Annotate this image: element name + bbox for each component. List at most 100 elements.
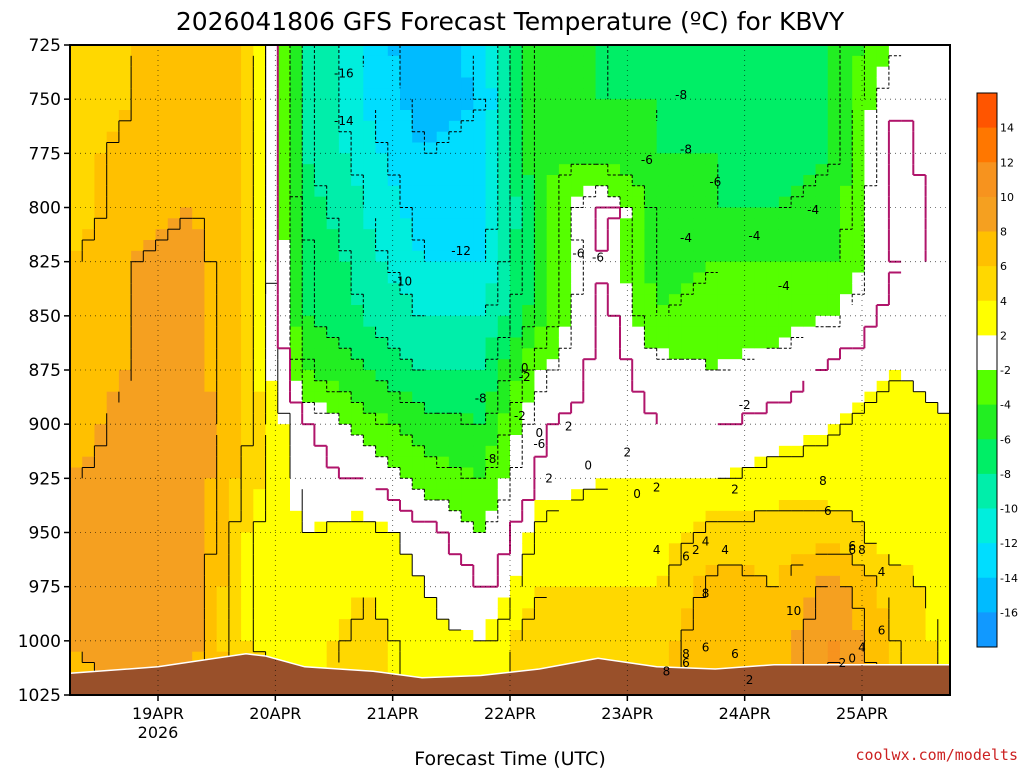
field-cell (131, 575, 144, 588)
field-cell (668, 630, 682, 642)
field-cell (448, 489, 462, 501)
field-cell (864, 120, 878, 133)
field-cell (118, 240, 132, 252)
field-cell (778, 45, 792, 57)
field-cell (595, 532, 609, 544)
field-cell (338, 185, 352, 198)
field-cell (571, 131, 584, 144)
field-cell (277, 315, 291, 328)
field-cell (876, 380, 890, 393)
field-cell (314, 229, 328, 241)
field-cell (754, 261, 768, 274)
field-cell (143, 445, 157, 458)
field-cell (583, 554, 597, 566)
field-cell (791, 619, 804, 631)
field-cell (412, 543, 426, 555)
field-cell (497, 456, 511, 469)
field-cell (901, 348, 914, 360)
field-cell (681, 305, 694, 317)
field-cell (778, 402, 792, 414)
field-cell (888, 608, 902, 620)
field-cell (558, 456, 572, 469)
field-cell (94, 597, 108, 609)
field-cell (705, 500, 719, 512)
field-cell (705, 294, 719, 306)
field-cell (571, 380, 584, 393)
field-cell (167, 651, 181, 664)
field-cell (448, 185, 462, 198)
field-cell (167, 196, 181, 209)
field-cell (607, 500, 621, 512)
field-cell (522, 597, 536, 609)
field-cell (180, 250, 193, 263)
field-cell (302, 478, 316, 490)
field-cell (277, 391, 291, 404)
field-cell (778, 543, 792, 555)
field-cell (803, 391, 817, 404)
field-cell (338, 402, 352, 414)
field-cell (546, 99, 560, 111)
field-cell (840, 640, 853, 653)
field-cell (522, 229, 536, 241)
field-cell (485, 630, 499, 642)
field-cell (827, 445, 841, 458)
field-cell (82, 337, 96, 349)
field-cell (473, 619, 487, 631)
field-cell (241, 218, 254, 230)
field-cell (668, 261, 682, 274)
field-cell (375, 66, 389, 79)
field-cell (204, 88, 218, 100)
field-cell (265, 532, 279, 544)
field-cell (338, 55, 352, 68)
field-cell (913, 370, 927, 382)
field-cell (937, 640, 950, 653)
field-cell (82, 435, 96, 447)
field-cell (473, 66, 487, 79)
field-cell (192, 240, 206, 252)
field-cell (644, 500, 658, 512)
field-cell (693, 510, 707, 523)
field-cell (412, 250, 426, 263)
field-cell (497, 142, 511, 154)
field-cell (925, 413, 939, 425)
field-cell (216, 77, 230, 89)
field-cell (766, 131, 780, 144)
field-cell (607, 565, 621, 577)
field-cell (583, 185, 597, 198)
field-cell (693, 153, 707, 165)
field-cell (534, 391, 548, 404)
field-cell (803, 88, 817, 100)
field-cell (204, 543, 218, 555)
field-cell (558, 66, 572, 79)
field-cell (375, 597, 389, 609)
field-cell (131, 88, 144, 100)
field-cell (693, 120, 707, 133)
field-cell (901, 640, 914, 653)
field-cell (681, 510, 694, 523)
field-cell (864, 326, 878, 339)
field-cell (644, 207, 658, 219)
field-cell (326, 424, 340, 436)
field-cell (265, 630, 279, 642)
field-cell (901, 467, 914, 479)
field-cell (363, 500, 377, 512)
field-cell (730, 294, 743, 306)
field-cell (94, 164, 108, 176)
field-cell (937, 619, 950, 631)
field-cell (913, 261, 927, 274)
field-cell (766, 445, 780, 458)
field-cell (778, 597, 792, 609)
field-cell (620, 153, 633, 165)
field-cell (558, 45, 572, 57)
field-cell (693, 185, 707, 198)
field-cell (314, 630, 328, 642)
field-cell (583, 608, 597, 620)
field-cell (522, 196, 536, 209)
field-cell (827, 337, 841, 349)
field-cell (302, 348, 316, 360)
field-cell (937, 575, 950, 588)
field-cell (265, 521, 279, 534)
field-cell (705, 510, 719, 523)
field-cell (326, 467, 340, 479)
field-cell (180, 88, 193, 100)
